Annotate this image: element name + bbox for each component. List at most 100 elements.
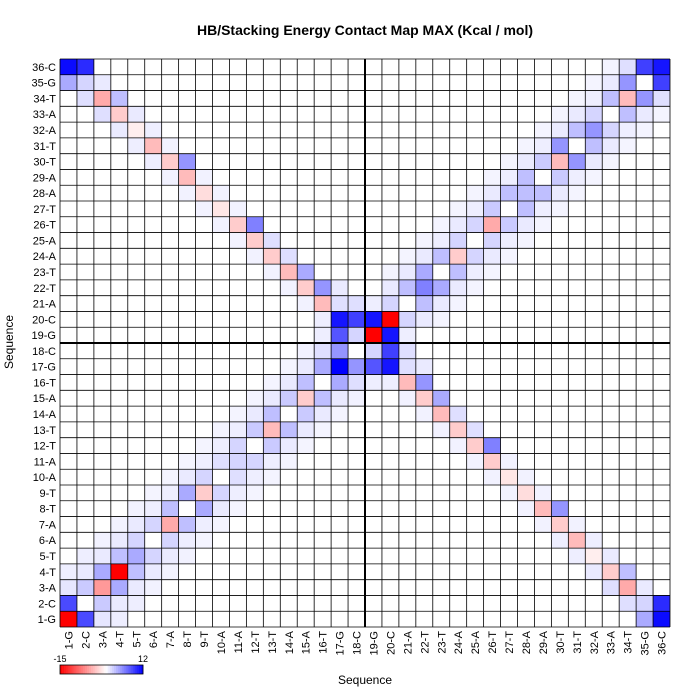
heatmap-cell (466, 248, 484, 265)
heatmap-cell (365, 327, 382, 343)
colorbar-segment (122, 665, 125, 674)
heatmap-cell (398, 343, 416, 359)
heatmap-cell (568, 153, 586, 170)
x-tick-label: 22-T (419, 631, 431, 654)
heatmap-cell (636, 122, 654, 138)
heatmap-cell (212, 201, 230, 217)
heatmap-cell (568, 532, 586, 549)
heatmap-cell (534, 485, 552, 501)
heatmap-cell (517, 185, 535, 201)
heatmap-cell (466, 453, 484, 470)
y-tick-label: 30-T (33, 157, 56, 169)
heatmap-cell (263, 421, 281, 438)
heatmap-cell (331, 327, 349, 343)
x-axis-label: Sequence (338, 673, 392, 687)
heatmap-cell (517, 485, 535, 501)
heatmap-cell (365, 343, 382, 359)
heatmap-cell (568, 185, 586, 201)
heatmap-cell (619, 563, 637, 580)
heatmap-cell (297, 358, 315, 375)
colorbar-segment (126, 665, 129, 674)
colorbar-segment (76, 665, 79, 674)
heatmap-cell (314, 390, 332, 407)
heatmap-cell (348, 358, 365, 375)
heatmap-cell (212, 500, 230, 517)
heatmap-cell (500, 216, 518, 233)
heatmap-cell (93, 611, 111, 627)
y-tick-label: 14-A (33, 409, 57, 421)
y-tick-label: 1-G (38, 614, 56, 626)
heatmap-cell (483, 201, 501, 217)
heatmap-cell (466, 201, 484, 217)
heatmap-cell (263, 248, 281, 265)
heatmap-cell (534, 137, 552, 154)
colorbar-segment (113, 665, 117, 674)
heatmap-cell (212, 437, 230, 454)
heatmap-cell (263, 390, 281, 407)
heatmap-cell (432, 279, 450, 296)
heatmap-cell (619, 122, 637, 138)
heatmap-cell (432, 311, 450, 328)
heatmap-cell (551, 122, 569, 138)
colorbar-segment (84, 665, 88, 674)
heatmap-cell (483, 453, 501, 470)
heatmap-cell (331, 374, 349, 391)
colorbar-segment (111, 665, 115, 674)
heatmap-cell (568, 169, 586, 186)
heatmap-cell (500, 485, 518, 501)
heatmap-cell (483, 169, 501, 186)
heatmap-cell (60, 579, 77, 596)
colorbar-segment (70, 665, 73, 674)
heatmap-cell (365, 295, 382, 312)
heatmap-cell (602, 74, 620, 91)
heatmap-cell (415, 279, 433, 296)
heatmap-cell (110, 122, 128, 138)
heatmap-cell (602, 122, 620, 138)
heatmap-cell (178, 153, 196, 170)
heatmap-cell (195, 453, 213, 470)
colorbar-segment (128, 665, 131, 674)
heatmap-cell (466, 264, 484, 280)
heatmap-cell (110, 106, 128, 123)
x-tick-label: 13-T (267, 631, 279, 654)
colorbar-min-label: -15 (53, 654, 66, 664)
colorbar-segment (118, 665, 121, 674)
heatmap-cell (195, 169, 213, 186)
heatmap-cell (398, 374, 416, 391)
heatmap-cell (415, 358, 433, 375)
heatmap-cell (534, 153, 552, 170)
colorbar-segment (105, 665, 109, 674)
heatmap-cell (161, 532, 179, 549)
heatmap-cell (246, 453, 264, 470)
heatmap-cell (93, 548, 111, 564)
x-tick-label: 14-A (284, 630, 296, 654)
colorbar-segment (136, 665, 140, 674)
heatmap-cell (212, 453, 230, 470)
heatmap-cell (432, 406, 450, 422)
heatmap-cell (585, 106, 603, 123)
y-tick-label: 25-A (33, 235, 57, 247)
y-tick-label: 28-A (33, 188, 57, 200)
x-tick-label: 25-A (470, 630, 482, 654)
heatmap-cell (466, 185, 484, 201)
x-tick-label: 18-C (352, 631, 364, 655)
heatmap-cell (500, 153, 518, 170)
heatmap-cell (297, 279, 315, 296)
heatmap-cell (127, 106, 145, 123)
heatmap-cell (93, 595, 111, 612)
colorbar-segment (68, 665, 71, 674)
heatmap-cell (314, 311, 332, 328)
x-tick-label: 35-G (640, 631, 652, 655)
heatmap-cell (144, 153, 162, 170)
y-tick-label: 20-C (32, 314, 56, 326)
heatmap-cell (229, 201, 247, 217)
heatmap-cell (178, 469, 196, 485)
x-tick-label: 6-A (148, 630, 160, 648)
heatmap-cell (551, 137, 569, 154)
x-tick-label: 27-T (504, 631, 516, 654)
heatmap-cell (568, 122, 586, 138)
heatmap-cell (263, 437, 281, 454)
heatmap-cell (195, 516, 213, 533)
y-tick-label: 8-T (40, 504, 57, 516)
heatmap-cell (178, 485, 196, 501)
